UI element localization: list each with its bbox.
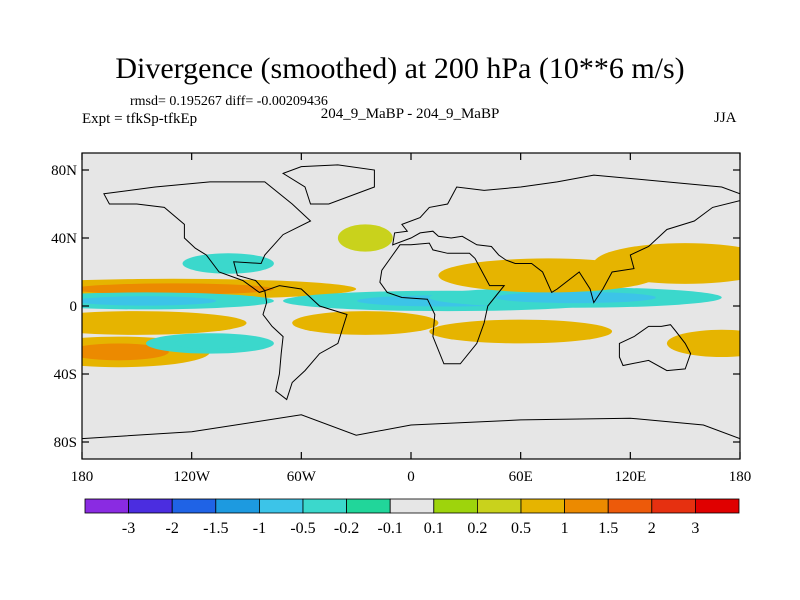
continent-outline-3 bbox=[392, 174, 740, 304]
colorbar-label: 1 bbox=[561, 520, 569, 537]
y-tick-label: 80S bbox=[54, 435, 77, 451]
colorbar-label: -2 bbox=[166, 520, 179, 537]
equatorial-convergence-west-core bbox=[82, 296, 217, 306]
x-tick-label: 120W bbox=[173, 469, 211, 485]
south-pacific-band-core bbox=[82, 316, 198, 330]
x-axis: 180 120W 60W 0 60E 120E 180 bbox=[71, 153, 752, 485]
colorbar-swatch bbox=[215, 498, 260, 514]
colorbar-swatch bbox=[607, 498, 653, 514]
colorbar-label: -0.2 bbox=[334, 520, 359, 537]
colorbar-swatch bbox=[520, 498, 565, 514]
colorbar-swatch bbox=[258, 498, 304, 514]
colorbar-label: 1.5 bbox=[598, 520, 618, 537]
colorbar-label: -1 bbox=[253, 520, 266, 537]
continent-outline-6 bbox=[82, 414, 740, 459]
x-tick-label: 60E bbox=[509, 469, 533, 485]
continent-outline-5 bbox=[281, 164, 375, 205]
colorbar-label: -0.1 bbox=[378, 520, 403, 537]
south-pacific-east-core bbox=[691, 335, 740, 351]
season-label: JJA bbox=[714, 110, 737, 126]
y-tick-label: 0 bbox=[70, 299, 78, 315]
colorbar-swatch bbox=[476, 498, 522, 514]
southern-ocean-convergence-core bbox=[174, 337, 246, 350]
north-atlantic-divergence-core bbox=[350, 230, 381, 246]
colorbar-swatch bbox=[651, 498, 696, 514]
continent-outline-4 bbox=[618, 324, 692, 372]
colorbar-swatch bbox=[346, 498, 391, 514]
colorbar-swatch bbox=[695, 498, 740, 514]
colorbar-label: -3 bbox=[122, 520, 135, 537]
continent-outline-2 bbox=[379, 242, 506, 365]
x-tick-label: 180 bbox=[729, 469, 752, 485]
central-pacific-divergence-band-core bbox=[82, 283, 274, 295]
y-tick-label: 40N bbox=[51, 231, 77, 247]
colorbar-label: -1.5 bbox=[203, 520, 228, 537]
y-axis: 80N 40N 0 40S 80S bbox=[51, 163, 740, 451]
continent-outline-1 bbox=[262, 285, 348, 401]
colorbar-label: 0.5 bbox=[511, 520, 531, 537]
y-tick-label: 80N bbox=[51, 163, 77, 179]
colorbar-label: 3 bbox=[691, 520, 699, 537]
colorbar-swatch bbox=[171, 498, 217, 514]
colorbar-swatch bbox=[564, 498, 609, 514]
continent-outline-0 bbox=[103, 181, 312, 293]
colorbar-swatch bbox=[128, 498, 173, 514]
colorbar-swatch bbox=[389, 498, 435, 514]
x-tick-label: 60W bbox=[287, 469, 317, 485]
colorbar-label: -0.5 bbox=[290, 520, 315, 537]
x-tick-label: 180 bbox=[71, 469, 94, 485]
colorbar-label: 0.1 bbox=[424, 520, 444, 537]
y-tick-label: 40S bbox=[54, 367, 77, 383]
stats-label: rmsd= 0.195267 diff= -0.00209436 bbox=[130, 94, 328, 109]
colorbar-label: 0.2 bbox=[467, 520, 487, 537]
x-tick-label: 120E bbox=[614, 469, 646, 485]
south-indian-band-core bbox=[470, 324, 571, 339]
coastline bbox=[82, 164, 740, 459]
plot-title: Divergence (smoothed) at 200 hPa (10**6 … bbox=[115, 52, 685, 85]
colorbar-swatch bbox=[433, 498, 478, 514]
colorbar-swatch bbox=[302, 498, 347, 514]
divergence-field bbox=[82, 224, 740, 368]
colorbar-swatch bbox=[84, 498, 129, 514]
west-pacific-divergence-core bbox=[634, 252, 736, 275]
comparison-label: 204_9_MaBP - 204_9_MaBP bbox=[320, 106, 500, 122]
indian-ocean-convergence-core bbox=[495, 291, 656, 304]
x-tick-label: 0 bbox=[407, 469, 415, 485]
colorbar: -3 -2 -1.5 -1 -0.5 -0.2 -0.1 0.1 0.2 0.5 1 1.5 2 3 bbox=[84, 498, 740, 537]
southern-hemisphere-band-west-core bbox=[82, 343, 169, 361]
colorbar-label: 2 bbox=[648, 520, 656, 537]
north-america-convergence-core bbox=[203, 257, 254, 270]
asian-monsoon-divergence-core bbox=[487, 266, 609, 285]
experiment-label: Expt = tfkSp-tfkEp bbox=[82, 111, 198, 127]
south-atlantic-band-core bbox=[325, 316, 406, 330]
